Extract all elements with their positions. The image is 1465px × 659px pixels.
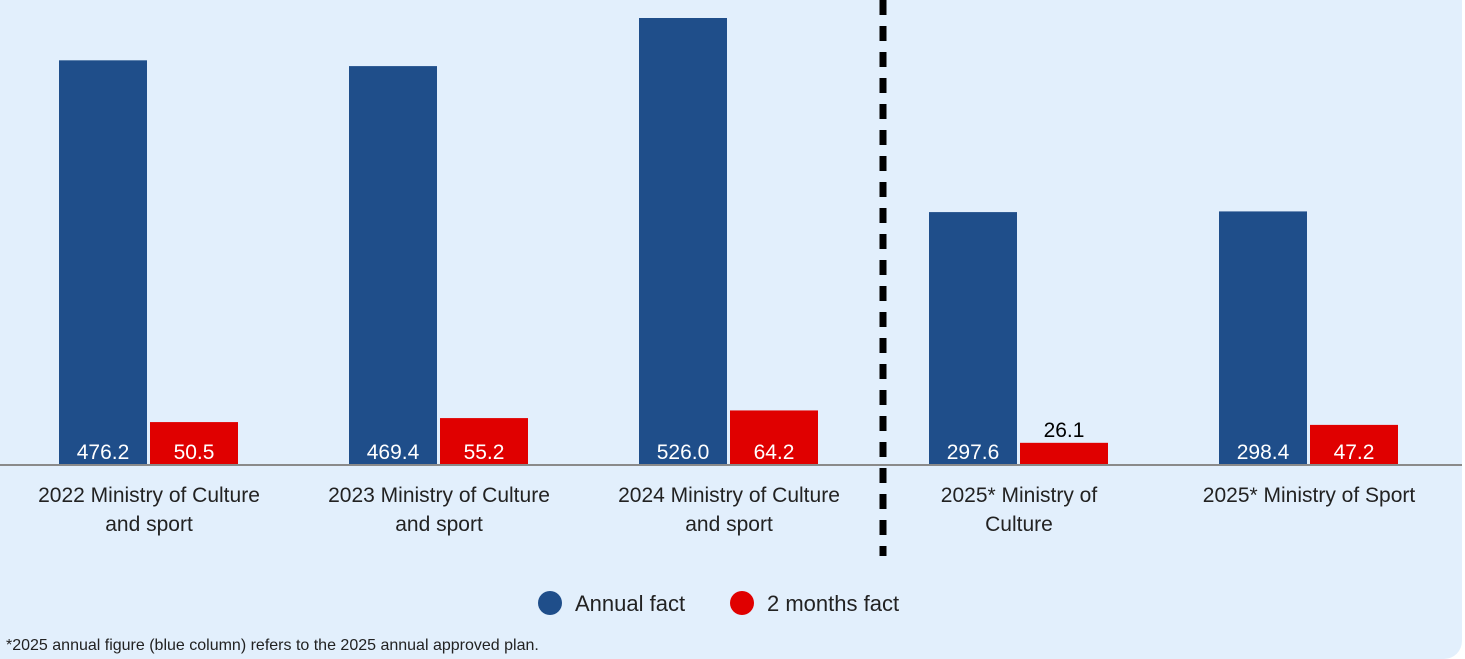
category-label-4-line-1: 2025* Ministry of bbox=[941, 484, 1098, 507]
data-label-two-months-1: 50.5 bbox=[174, 441, 215, 464]
bar-two-months-3 bbox=[730, 410, 818, 465]
bar-annual-5 bbox=[1219, 211, 1307, 465]
bar-annual-2 bbox=[349, 66, 437, 465]
bar-two-months-5 bbox=[1310, 424, 1398, 465]
legend-marker-two-months bbox=[730, 591, 754, 615]
legend-marker-annual bbox=[538, 591, 562, 615]
data-label-two-months-2: 55.2 bbox=[464, 441, 505, 464]
category-label-4-line-2: Culture bbox=[985, 513, 1053, 536]
data-label-two-months-4: 26.1 bbox=[1044, 419, 1085, 442]
bar-two-months-2 bbox=[440, 418, 528, 465]
category-label-1-line-2: and sport bbox=[105, 513, 193, 536]
data-label-two-months-5: 47.2 bbox=[1334, 441, 1375, 464]
category-label-3-line-2: and sport bbox=[685, 513, 773, 536]
data-label-annual-4: 297.6 bbox=[947, 441, 1000, 464]
category-label-2-line-1: 2023 Ministry of Culture bbox=[328, 484, 550, 507]
bar-annual-3 bbox=[639, 18, 727, 465]
bar-two-months-4 bbox=[1020, 442, 1108, 465]
category-label-2-line-2: and sport bbox=[395, 513, 483, 536]
footnote: *2025 annual figure (blue column) refers… bbox=[6, 637, 539, 654]
data-label-annual-2: 469.4 bbox=[367, 441, 420, 464]
category-label-3-line-1: 2024 Ministry of Culture bbox=[618, 484, 840, 507]
legend-label-two-months: 2 months fact bbox=[767, 591, 899, 616]
bar-two-months-1 bbox=[150, 422, 238, 465]
bar-annual-4 bbox=[929, 212, 1017, 465]
data-label-annual-5: 298.4 bbox=[1237, 441, 1290, 464]
bar-annual-1 bbox=[59, 60, 147, 466]
data-label-two-months-3: 64.2 bbox=[754, 441, 795, 464]
category-label-5-line-1: 2025* Ministry of Sport bbox=[1203, 484, 1416, 507]
category-label-1-line-1: 2022 Ministry of Culture bbox=[38, 484, 260, 507]
data-label-annual-1: 476.2 bbox=[77, 441, 130, 464]
legend-label-annual: Annual fact bbox=[575, 591, 685, 616]
data-label-annual-3: 526.0 bbox=[657, 441, 710, 464]
